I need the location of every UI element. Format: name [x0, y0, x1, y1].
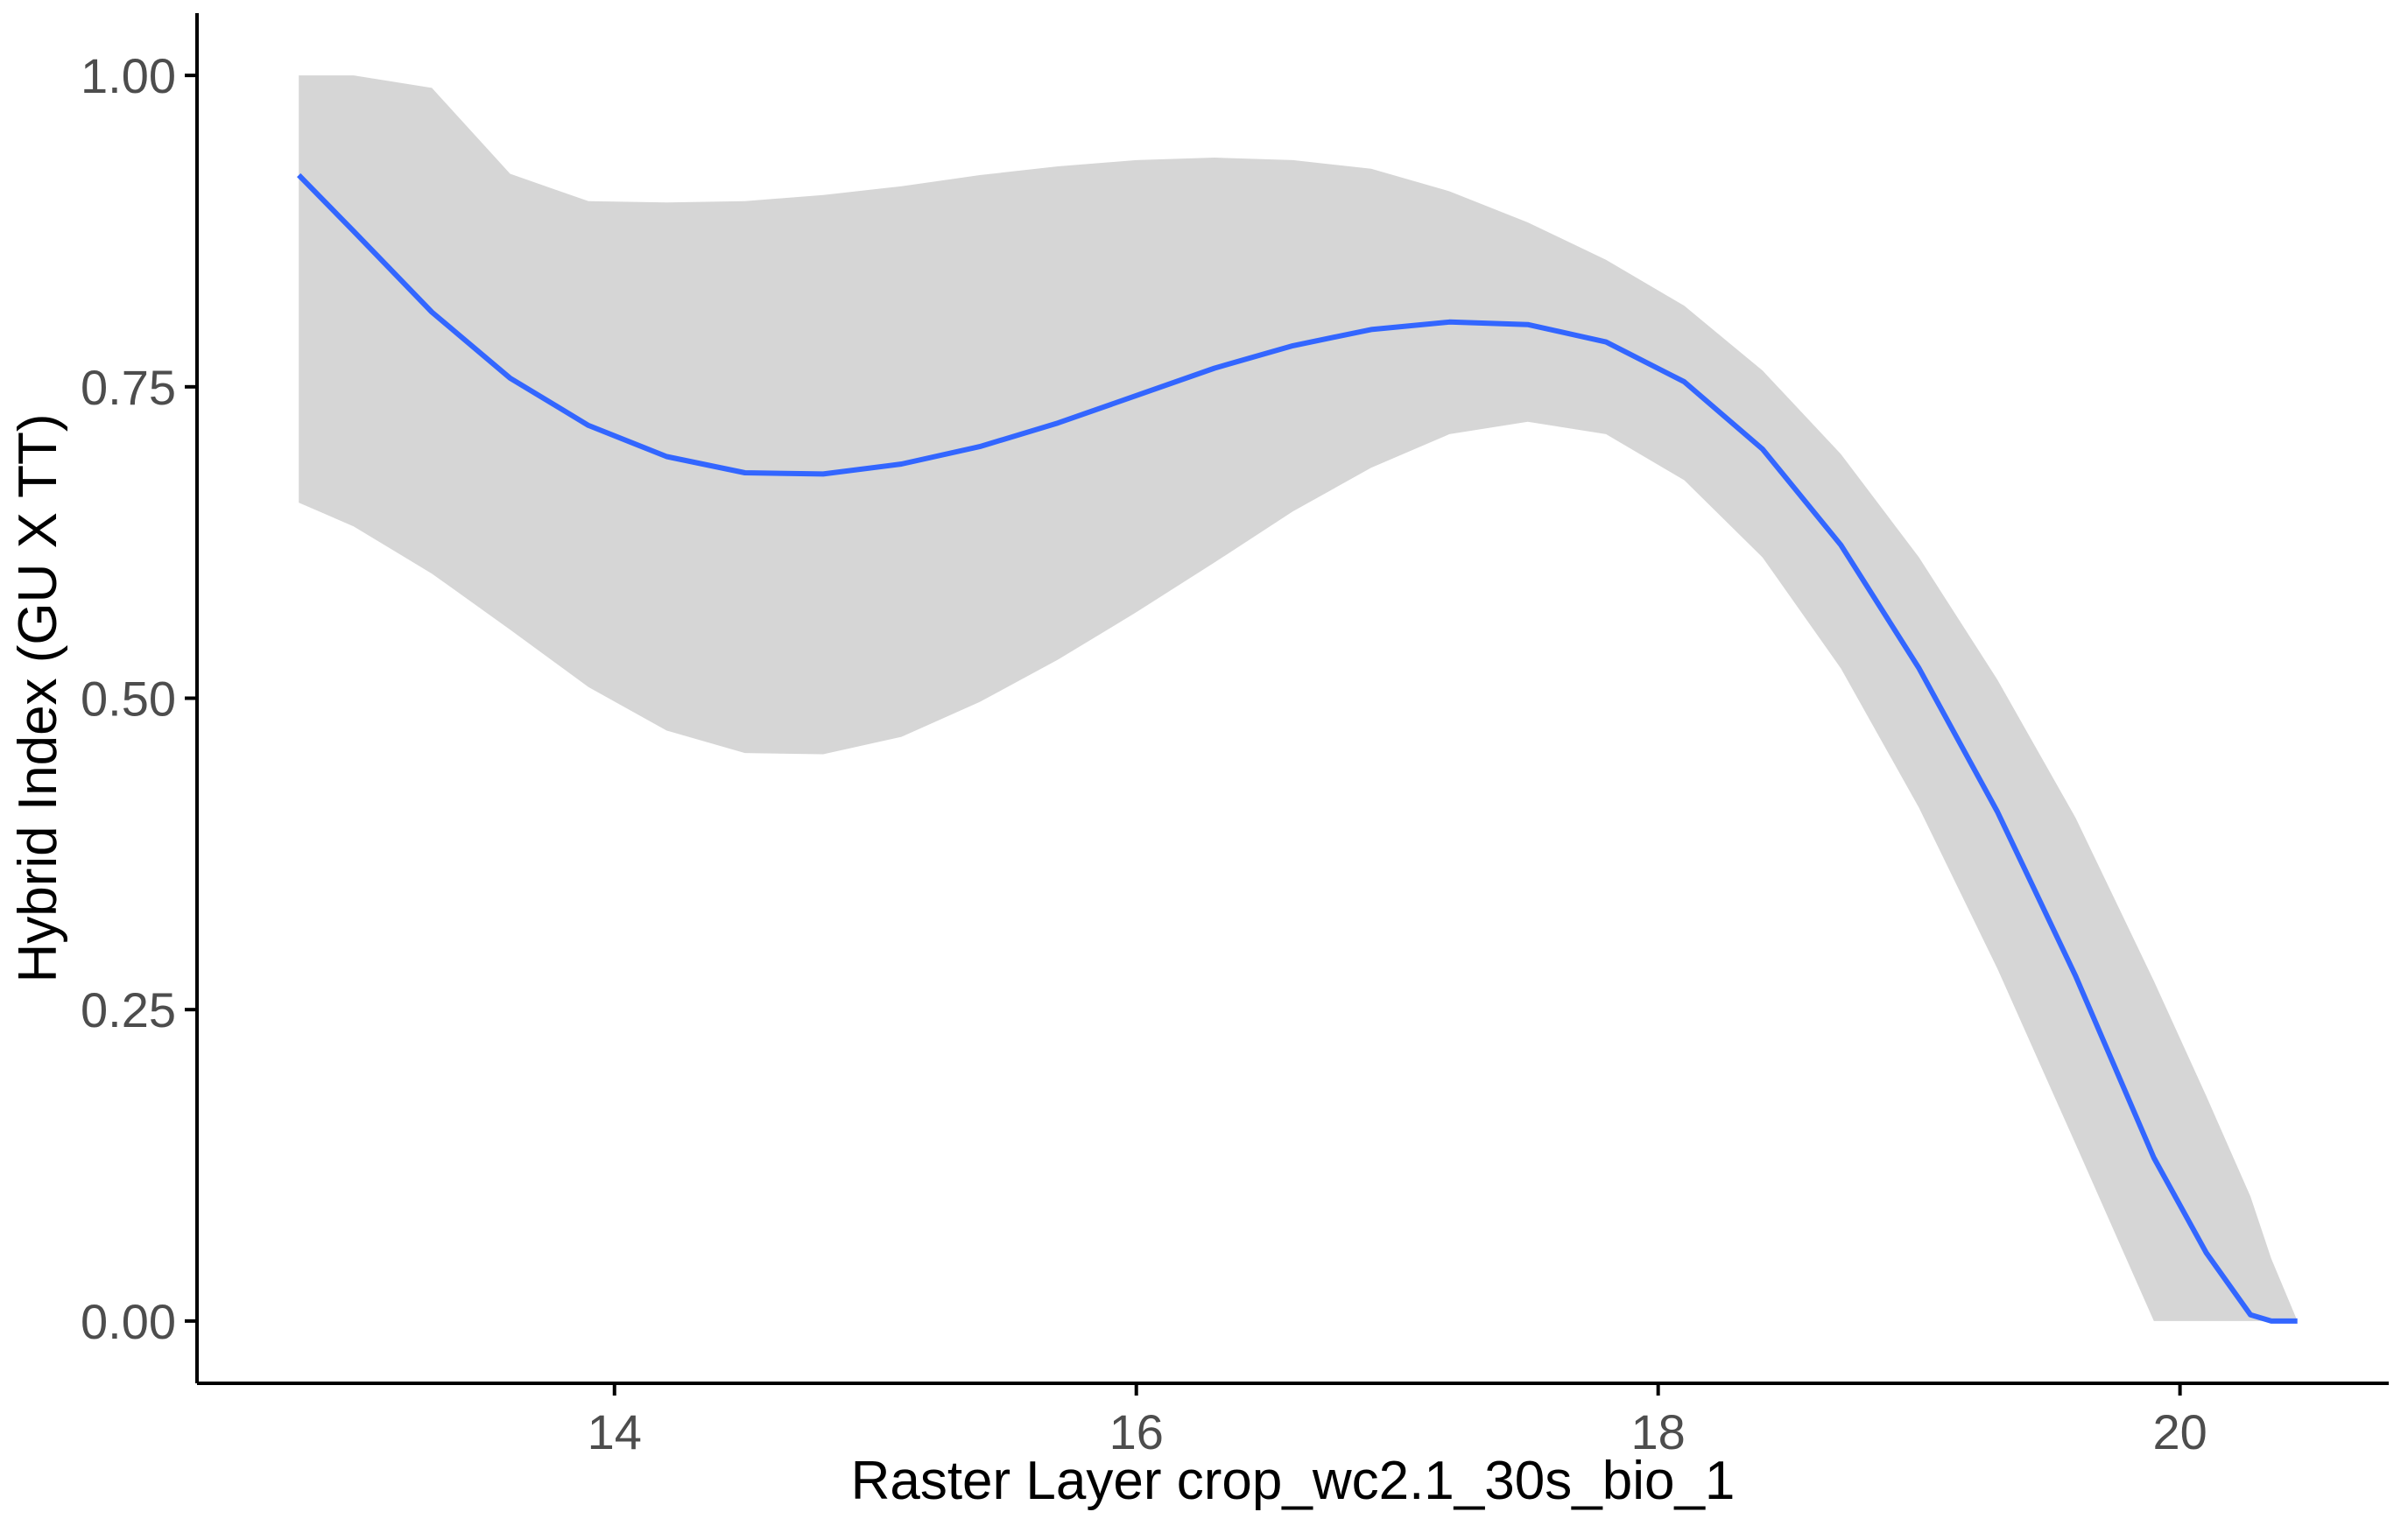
fit-line	[297, 172, 2298, 1324]
y-tick-label: 1.00	[81, 48, 176, 103]
x-tick-label: 16	[1109, 1404, 1164, 1459]
x-tick-label: 18	[1631, 1404, 1686, 1459]
y-axis-ticks: 0.00 0.25 0.50 0.75 1.00	[81, 48, 197, 1349]
y-axis-title: Hybrid Index (GU X TT)	[8, 413, 68, 982]
x-tick-label: 20	[2152, 1404, 2207, 1459]
y-tick-label: 0.50	[81, 672, 176, 727]
y-tick-label: 0.00	[81, 1294, 176, 1349]
y-tick-label: 0.25	[81, 982, 176, 1037]
x-tick-label: 14	[588, 1404, 642, 1459]
y-tick-label: 0.75	[81, 360, 176, 415]
x-axis-title: Raster Layer crop_wc2.1_30s_bio_1	[851, 1451, 1736, 1511]
confidence-band	[299, 75, 2298, 1321]
x-axis-ticks: 14 16 18 20	[588, 1383, 2207, 1459]
plot-area	[297, 75, 2298, 1324]
